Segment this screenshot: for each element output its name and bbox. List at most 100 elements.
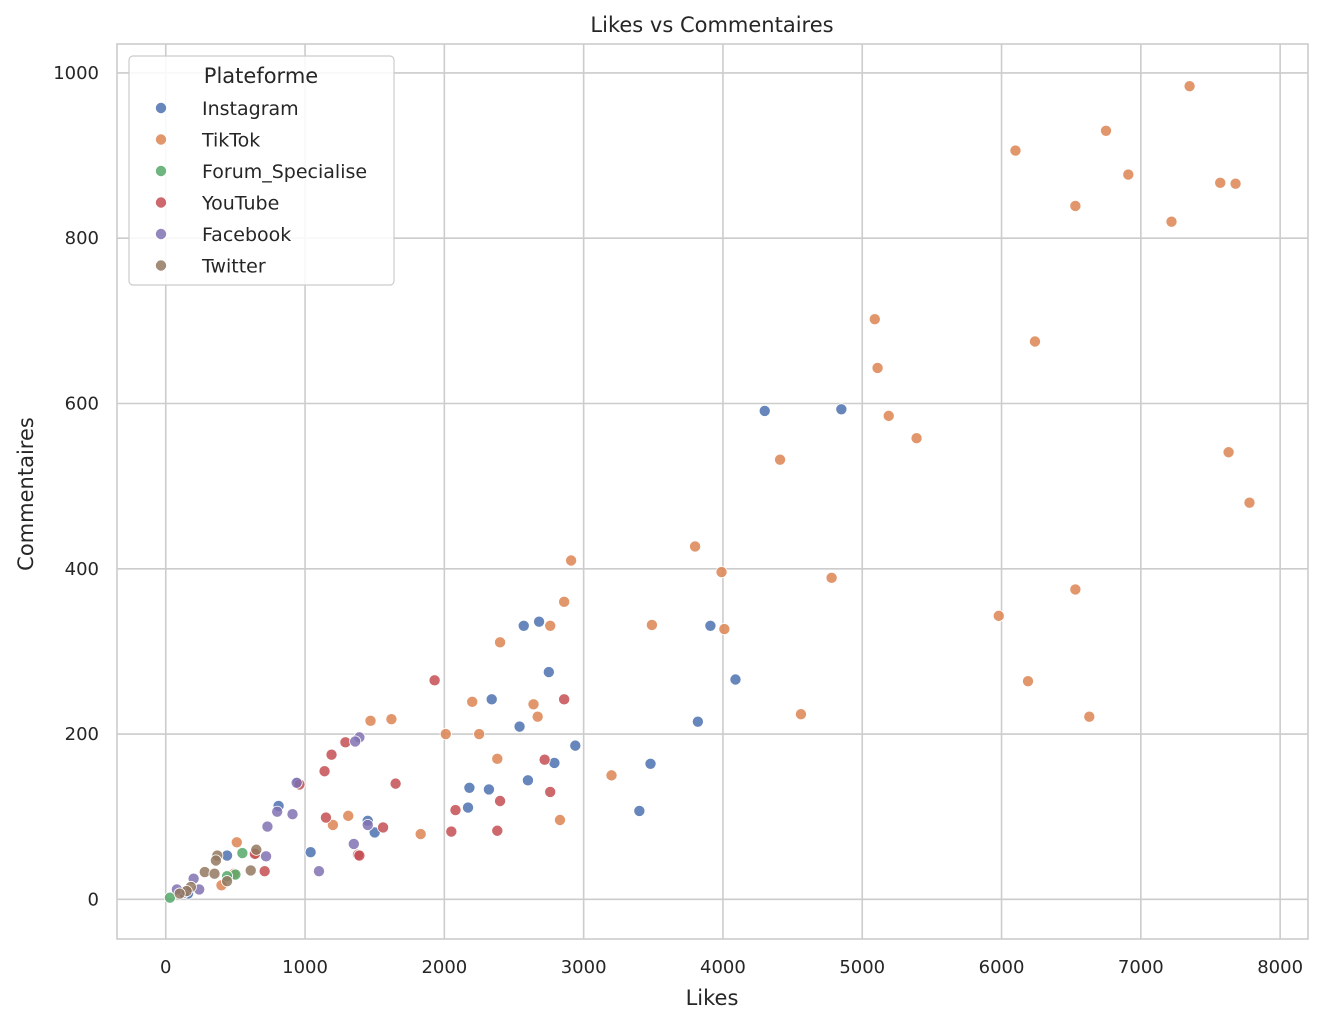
data-point (1100, 124, 1113, 137)
data-point (445, 825, 458, 838)
y-tick-label: 200 (65, 724, 99, 745)
data-point (645, 618, 658, 631)
data-point (910, 432, 923, 445)
data-point (517, 619, 530, 632)
data-point (533, 615, 546, 628)
legend-label: Facebook (202, 224, 291, 246)
y-axis-title: Commentaires (14, 417, 38, 571)
legend-label: Forum_Specialise (202, 161, 367, 183)
data-point (1165, 215, 1178, 228)
data-point (304, 846, 317, 859)
legend-entry: Twitter (154, 256, 266, 278)
x-tick-label: 7000 (1118, 957, 1164, 978)
data-point (347, 837, 360, 850)
data-point (558, 693, 571, 706)
data-point (605, 769, 618, 782)
data-point (729, 673, 742, 686)
tick-labels: 0 1000 2000 3000 4000 5000 6000 7000 8000 0 200 400… (53, 63, 1303, 978)
series-twitter (173, 843, 263, 900)
data-point (521, 774, 534, 787)
chart-title: Likes vs Commentaires (590, 13, 833, 37)
legend-label: Twitter (201, 256, 266, 278)
legend-box (128, 55, 395, 286)
data-point (290, 776, 303, 789)
data-point (542, 666, 555, 679)
data-point (825, 571, 838, 584)
data-point (644, 757, 657, 770)
x-tick-label: 6000 (979, 957, 1025, 978)
data-point (1222, 446, 1235, 459)
legend-marker (154, 133, 167, 146)
x-axis-title: Likes (686, 986, 739, 1010)
legend-marker (154, 102, 167, 115)
legend: Plateforme Instagram TikTok Forum_Speciali… (128, 55, 395, 286)
data-point (173, 887, 186, 900)
legend-label: Instagram (202, 98, 299, 120)
data-point (1214, 176, 1227, 189)
legend-marker (154, 164, 167, 177)
x-tick-label: 2000 (421, 957, 467, 978)
data-point (260, 850, 273, 863)
data-point (513, 720, 526, 733)
data-point (1069, 199, 1082, 212)
data-point (689, 540, 702, 553)
data-point (691, 715, 704, 728)
y-tick-label: 400 (65, 559, 99, 580)
data-point (1022, 675, 1035, 688)
data-point (531, 710, 544, 723)
data-points (163, 80, 1256, 904)
data-point (208, 867, 221, 880)
data-point (494, 794, 507, 807)
legend-entry: YouTube (154, 193, 279, 215)
data-point (250, 843, 263, 856)
grid (117, 44, 1308, 939)
data-point (258, 865, 271, 878)
legend-entries: Instagram TikTok Forum_Specialise YouTube Fa… (154, 98, 367, 278)
data-point (494, 636, 507, 649)
x-tick-label: 4000 (700, 957, 746, 978)
series-forum-specialise (163, 847, 249, 904)
data-point (868, 313, 881, 326)
legend-entry: Instagram (154, 98, 299, 120)
data-point (794, 708, 807, 721)
data-point (482, 783, 495, 796)
data-point (491, 824, 504, 837)
data-point (361, 818, 374, 831)
data-point (544, 785, 557, 798)
data-point (1183, 80, 1196, 93)
data-point (1083, 710, 1096, 723)
y-tick-label: 0 (88, 889, 99, 910)
data-point (758, 404, 771, 417)
data-point (349, 735, 362, 748)
data-point (230, 836, 243, 849)
legend-entry: Facebook (154, 224, 291, 246)
data-point (538, 753, 551, 766)
y-tick-label: 800 (65, 228, 99, 249)
data-point (326, 818, 339, 831)
data-point (209, 854, 222, 867)
x-tick-label: 3000 (561, 957, 607, 978)
legend-label: TikTok (201, 130, 260, 152)
data-point (1243, 496, 1256, 509)
plot-frame (116, 43, 1309, 940)
data-point (414, 828, 427, 841)
data-point (473, 728, 486, 741)
data-point (466, 695, 479, 708)
data-point (342, 809, 355, 822)
data-point (221, 875, 234, 888)
x-tick-label: 1000 (282, 957, 328, 978)
data-point (992, 609, 1005, 622)
data-point (286, 808, 299, 821)
legend-marker (154, 259, 167, 272)
data-point (558, 595, 571, 608)
legend-entry: TikTok (154, 130, 260, 152)
data-point (261, 820, 274, 833)
legend-label: YouTube (201, 193, 279, 215)
data-point (1009, 144, 1022, 157)
data-point (485, 693, 498, 706)
data-point (389, 777, 402, 790)
legend-entry: Forum_Specialise (154, 161, 367, 183)
data-point (569, 739, 582, 752)
legend-marker (154, 227, 167, 240)
